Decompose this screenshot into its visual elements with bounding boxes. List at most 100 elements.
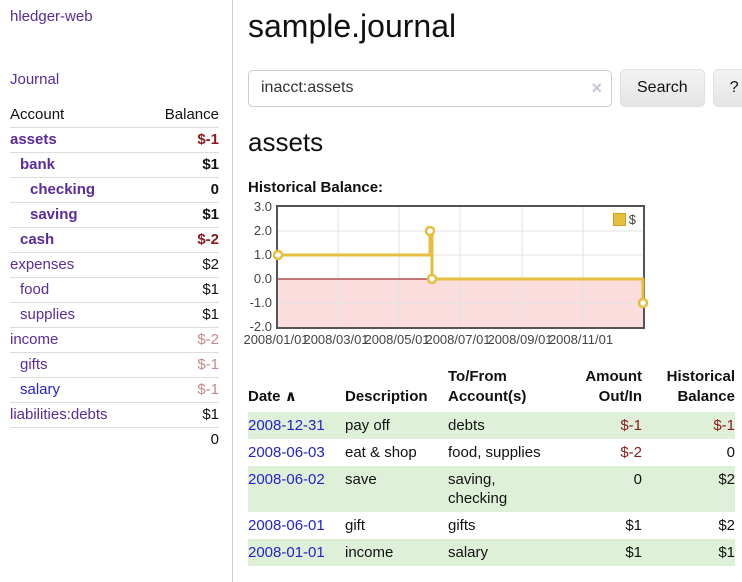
- col-date[interactable]: Date ∧: [248, 365, 345, 412]
- account-link[interactable]: income: [10, 331, 59, 348]
- account-balance: $1: [144, 277, 219, 303]
- account-balance: $-2: [144, 327, 219, 353]
- transaction-balance: $-1: [713, 417, 735, 434]
- legend-swatch-icon: [612, 213, 626, 226]
- account-link[interactable]: supplies: [20, 306, 76, 323]
- transaction-description: gift: [345, 517, 366, 534]
- account-link[interactable]: cash: [20, 231, 55, 248]
- y-tick-label: -1.0: [249, 295, 272, 310]
- accounts-col-account: Account: [10, 103, 145, 128]
- transaction-description: save: [345, 471, 377, 488]
- transaction-amount: $-2: [620, 444, 642, 461]
- col-balance: Historical Balance: [666, 368, 735, 405]
- clear-search-icon[interactable]: ×: [591, 77, 602, 98]
- account-row: checking 0: [10, 177, 219, 203]
- col-date-label: Date: [248, 388, 281, 405]
- account-row: expenses $2: [10, 252, 219, 278]
- search-input[interactable]: [248, 69, 612, 107]
- y-tick-label: -2.0: [249, 319, 272, 334]
- account-row: income $-2: [10, 327, 219, 353]
- transaction-balance: $1: [718, 544, 735, 561]
- account-link[interactable]: assets: [10, 131, 57, 148]
- transaction-amount: $1: [625, 544, 642, 561]
- chart-section-label: Historical Balance:: [248, 179, 384, 196]
- account-row: assets $-1: [10, 127, 219, 153]
- sidebar: hledger-web Journal Account Balance asse…: [0, 0, 233, 582]
- accounts-table: Account Balance assets $-1 bank $1 checking 0…: [10, 103, 219, 452]
- account-balance: 0: [144, 177, 219, 203]
- transaction-description: pay off: [345, 417, 390, 434]
- transaction-row[interactable]: 2008-01-01 income salary $1 $1: [248, 539, 735, 566]
- main-content: sample.journal × Search ? assets Histori…: [233, 0, 742, 582]
- search-form: × Search ?: [248, 69, 742, 107]
- sidebar-item-journal[interactable]: Journal: [10, 71, 60, 88]
- account-link[interactable]: liabilities:debts: [10, 406, 108, 423]
- transaction-balance: 0: [726, 444, 735, 461]
- balance-chart: 3.0 2.0 1.0 0.0 -1.0 -2.0 $ 2008/01/01 2008/03…: [243, 200, 742, 348]
- transaction-date-link[interactable]: 2008-06-01: [248, 517, 325, 534]
- x-tick-label: 2008/05/01: [364, 332, 430, 347]
- search-box: ×: [248, 69, 612, 107]
- account-balance: $-1: [144, 352, 219, 378]
- account-row: liabilities:debts $1: [10, 402, 219, 428]
- account-row: salary $-1: [10, 377, 219, 403]
- account-link[interactable]: bank: [20, 156, 56, 173]
- col-description: Description: [345, 388, 428, 405]
- chart-x-axis: 2008/01/01 2008/03/01 2008/05/01 2008/07/01…: [243, 332, 641, 348]
- account-link[interactable]: expenses: [10, 256, 75, 273]
- accounts-total-spacer: [10, 427, 145, 452]
- app-title-link[interactable]: hledger-web: [10, 8, 93, 25]
- account-link[interactable]: checking: [30, 181, 96, 198]
- transaction-accounts: debts: [448, 417, 485, 434]
- account-link[interactable]: gifts: [20, 356, 48, 373]
- transaction-date-link[interactable]: 2008-06-03: [248, 444, 325, 461]
- account-link[interactable]: salary: [20, 381, 61, 398]
- chart-legend: $: [609, 211, 639, 228]
- account-balance: $-1: [144, 377, 219, 403]
- accounts-total-value: 0: [144, 427, 219, 452]
- accounts-total-row: 0: [10, 427, 219, 452]
- transaction-amount: 0: [633, 471, 642, 488]
- account-heading: assets: [248, 127, 324, 157]
- account-row: gifts $-1: [10, 352, 219, 378]
- x-tick-label: 2008/07/01: [425, 332, 491, 347]
- account-row: food $1: [10, 277, 219, 303]
- transaction-amount: $1: [625, 517, 642, 534]
- account-balance: $-2: [144, 227, 219, 253]
- x-tick-label: 2008/01/01: [243, 332, 309, 347]
- legend-label: $: [628, 212, 636, 227]
- search-button[interactable]: Search: [620, 69, 705, 107]
- page-title: sample.journal: [248, 8, 457, 44]
- transactions-table: Date ∧ Description To/From Account(s) Am…: [248, 365, 735, 566]
- transaction-row[interactable]: 2008-06-03 eat & shop food, supplies $-2 0: [248, 439, 735, 466]
- accounts-col-balance: Balance: [144, 103, 219, 128]
- transaction-date: 2008-06-03: [248, 439, 345, 466]
- help-button[interactable]: ?: [712, 69, 742, 107]
- chart-plot: $: [272, 205, 649, 329]
- col-accounts: To/From Account(s): [448, 368, 527, 405]
- transaction-balance: $2: [718, 517, 735, 534]
- transaction-date: 2008-12-31: [248, 412, 345, 439]
- transaction-row[interactable]: 2008-12-31 pay off debts $-1 $-1: [248, 412, 735, 439]
- account-balance: $1: [144, 202, 219, 228]
- x-tick-label: 2008/03/01: [303, 332, 369, 347]
- account-balance: $1: [144, 302, 219, 328]
- transaction-date-link[interactable]: 2008-01-01: [248, 544, 325, 561]
- account-link[interactable]: saving: [30, 206, 78, 223]
- transaction-row[interactable]: 2008-06-02 save saving, checking 0 $2: [248, 466, 735, 512]
- chart-y-axis: 3.0 2.0 1.0 0.0 -1.0 -2.0: [248, 200, 272, 334]
- transaction-date: 2008-06-01: [248, 512, 345, 539]
- transaction-row[interactable]: 2008-06-01 gift gifts $1 $2: [248, 512, 735, 539]
- account-row: cash $-2: [10, 227, 219, 253]
- transaction-accounts: food, supplies: [448, 444, 541, 461]
- transaction-amount: $-1: [620, 417, 642, 434]
- transaction-date-link[interactable]: 2008-12-31: [248, 417, 325, 434]
- accounts-header-row: Account Balance: [10, 103, 219, 128]
- transaction-accounts: salary: [448, 544, 489, 561]
- transactions-header-row: Date ∧ Description To/From Account(s) Am…: [248, 365, 735, 412]
- transaction-date-link[interactable]: 2008-06-02: [248, 471, 325, 488]
- account-balance: $-1: [144, 127, 219, 153]
- y-tick-label: 0.0: [253, 271, 272, 286]
- transaction-description: income: [345, 544, 394, 561]
- account-link[interactable]: food: [20, 281, 50, 298]
